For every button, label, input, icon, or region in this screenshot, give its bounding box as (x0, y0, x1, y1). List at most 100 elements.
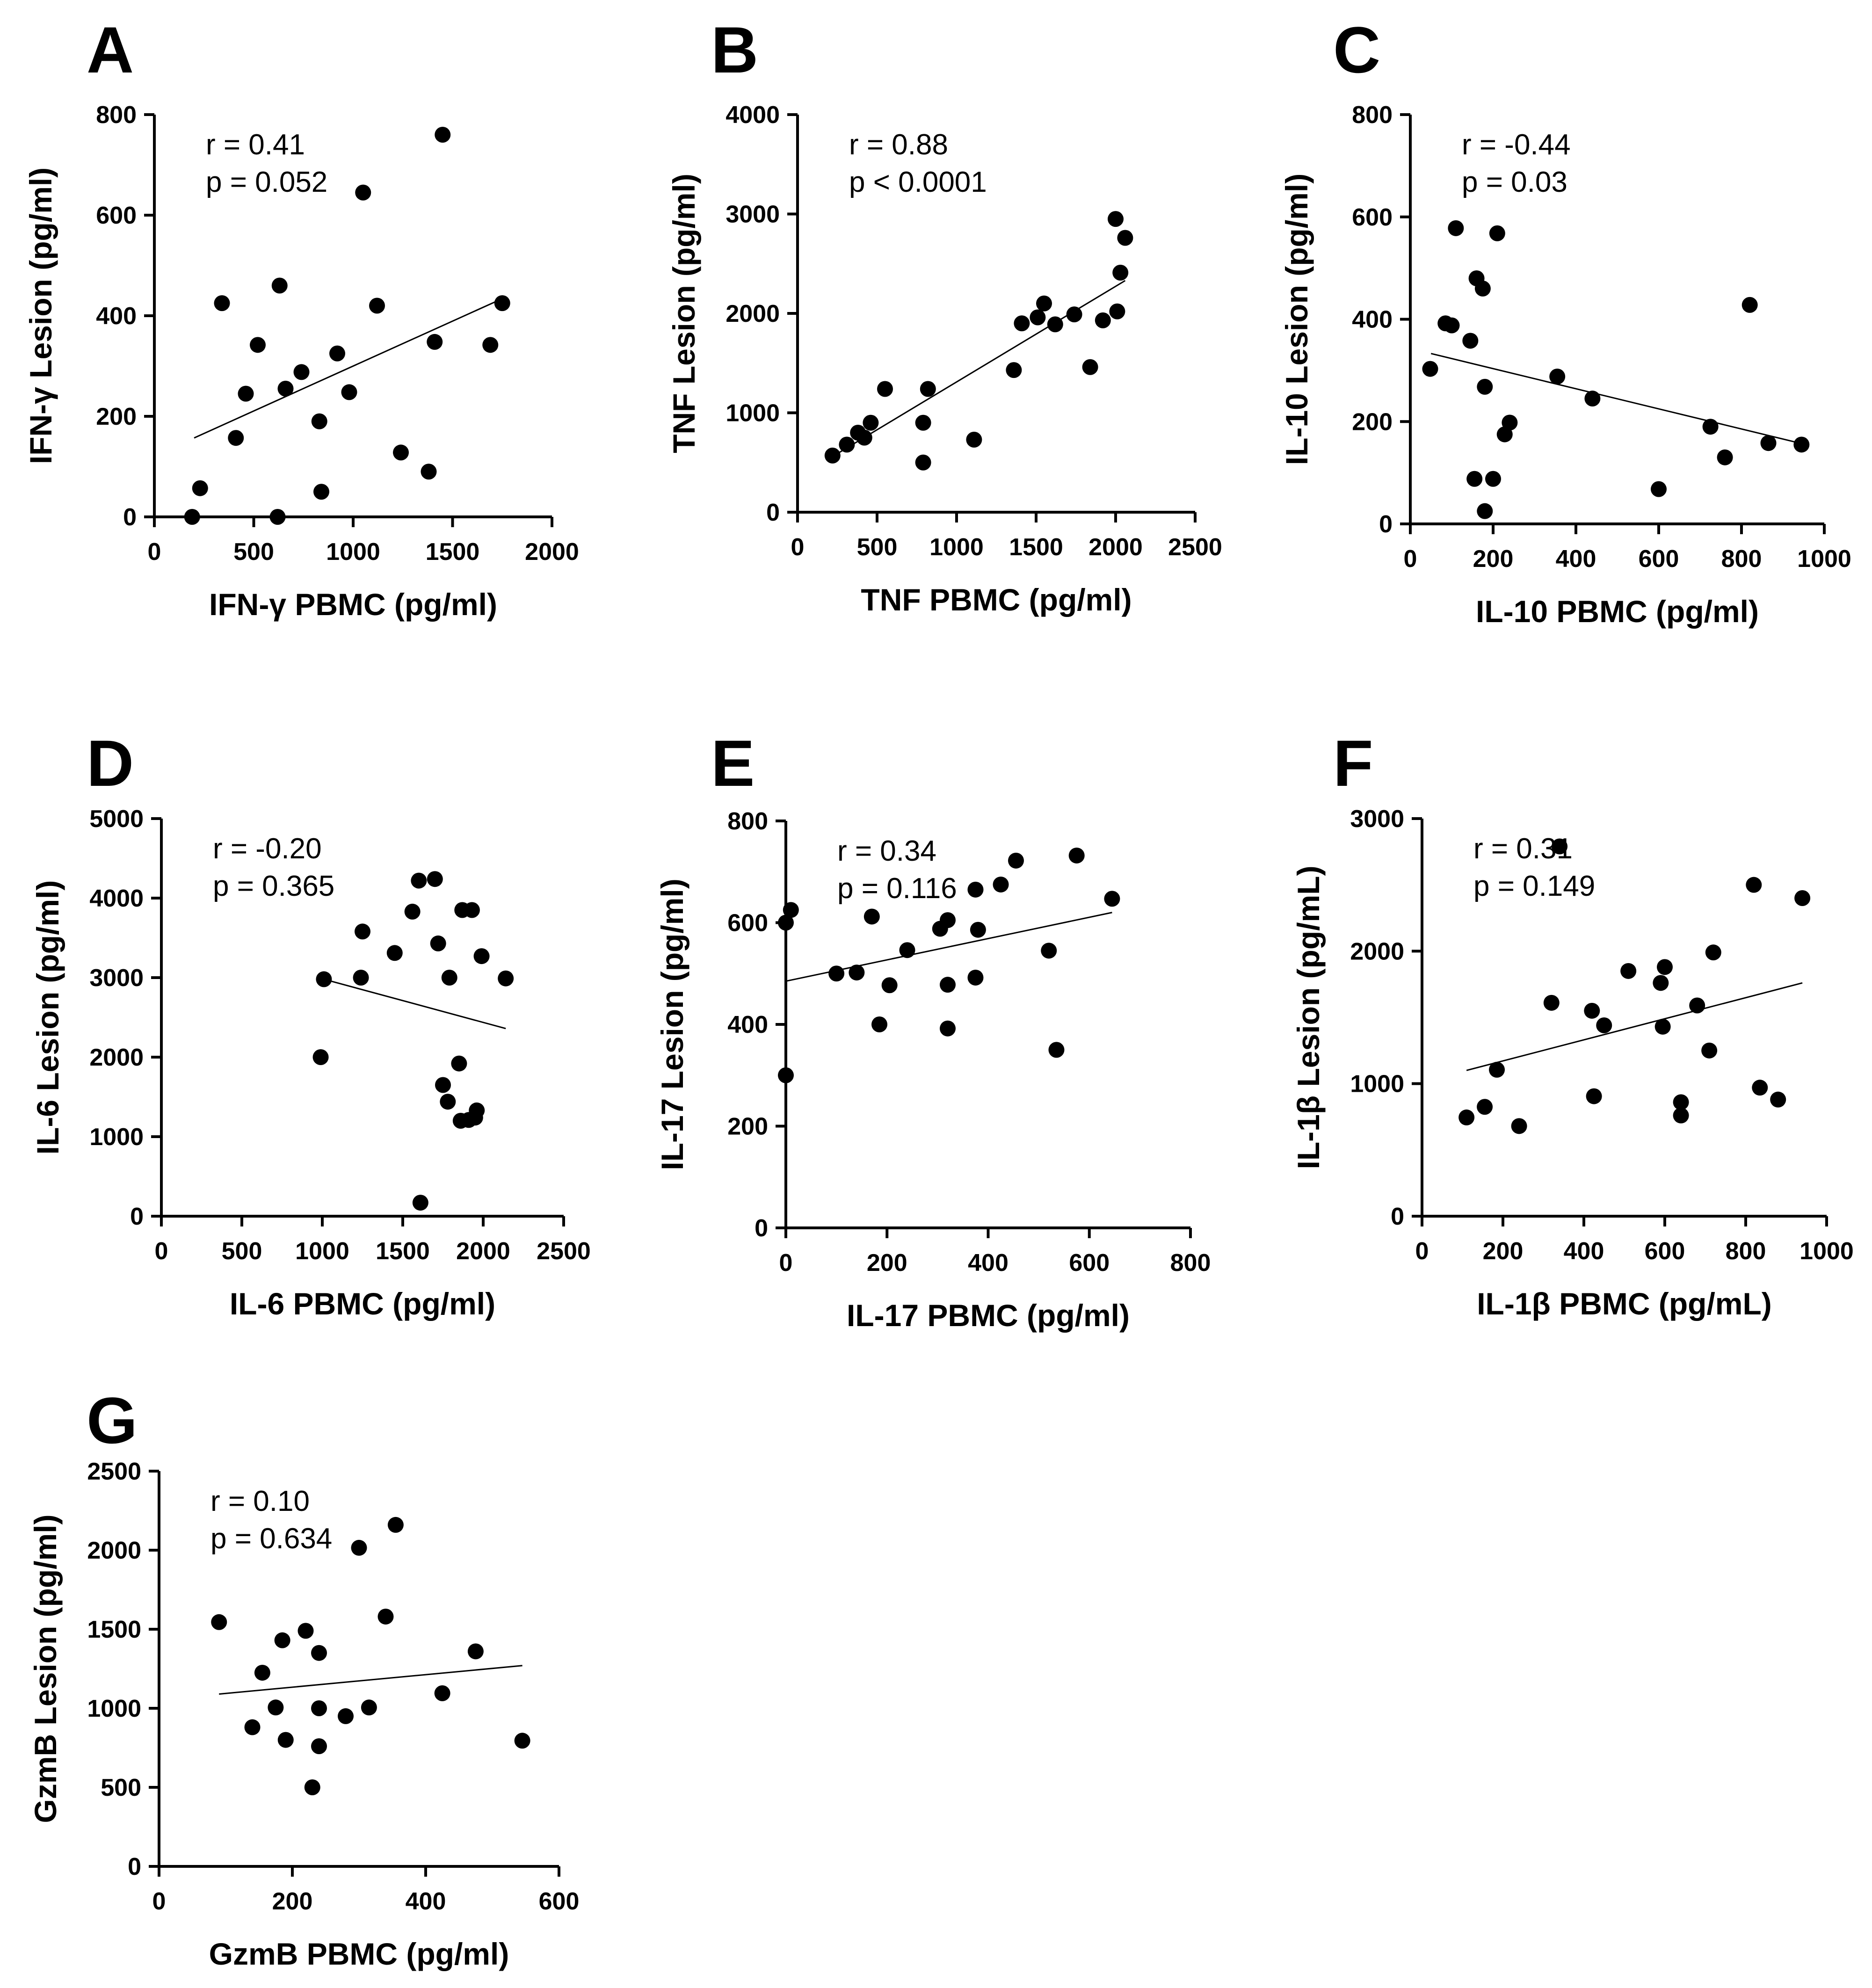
data-point-e (863, 908, 880, 925)
data-point-b (856, 429, 872, 446)
y-axis-title-e: IL-17 Lesion (pg/ml) (655, 878, 689, 1170)
data-point-d (498, 970, 514, 987)
data-point-b (920, 381, 936, 397)
panel-letter-a: A (87, 13, 134, 87)
x-tick-label-a: 0 (148, 538, 161, 566)
data-point-e (993, 876, 1009, 892)
data-point-b (1108, 211, 1124, 227)
x-tick-label-e: 800 (1170, 1249, 1211, 1277)
data-point-d (441, 970, 457, 986)
x-tick-label-c: 400 (1556, 545, 1596, 573)
data-point-f (1489, 1061, 1505, 1078)
x-tick-label-f: 1000 (1799, 1238, 1854, 1265)
data-point-f (1552, 838, 1568, 855)
y-tick-label-d: 3000 (89, 965, 144, 992)
regression-line-c (1430, 353, 1800, 444)
data-point-c (1702, 419, 1719, 435)
data-point-e (849, 965, 865, 981)
data-point-c (1485, 471, 1501, 487)
data-point-g (387, 1516, 404, 1533)
x-axis-title-e: IL-17 PBMC (pg/ml) (847, 1298, 1130, 1333)
data-point-a (293, 364, 310, 380)
data-point-b (824, 447, 841, 464)
y-tick-label-f: 1000 (1350, 1071, 1404, 1098)
data-point-d (411, 872, 427, 889)
y-tick-label-b: 2000 (726, 300, 780, 327)
y-tick-label-g: 2500 (87, 1458, 141, 1485)
p-value-e: p = 0.116 (837, 872, 957, 905)
y-tick-label-e: 200 (727, 1113, 768, 1140)
data-point-g (377, 1608, 394, 1625)
data-point-b (877, 381, 893, 397)
x-tick-label-f: 200 (1483, 1238, 1524, 1265)
y-axis-title-a: IFN-γ Lesion (pg/ml) (23, 167, 58, 464)
data-point-g (514, 1733, 530, 1749)
data-point-b (1030, 309, 1046, 326)
data-point-a (393, 444, 409, 461)
data-point-b (1112, 264, 1129, 281)
regression-line-f (1466, 982, 1803, 1071)
data-point-d (353, 970, 369, 986)
data-point-e (940, 1020, 956, 1037)
data-point-f (1511, 1118, 1527, 1134)
x-tick-label-b: 500 (857, 534, 898, 561)
x-tick-label-d: 500 (222, 1238, 262, 1265)
x-tick-label-d: 0 (155, 1238, 168, 1265)
data-point-f (1705, 944, 1721, 961)
data-point-e (967, 969, 984, 986)
x-tick-label-a: 1500 (426, 538, 480, 566)
y-axis-title-c: IL-10 Lesion (pg/ml) (1279, 174, 1314, 465)
y-tick-label-a: 0 (123, 504, 137, 531)
data-point-a (228, 430, 244, 446)
x-tick-label-c: 600 (1639, 545, 1679, 573)
y-tick-label-c: 400 (1352, 306, 1393, 334)
p-value-g: p = 0.634 (210, 1523, 332, 1555)
data-point-c (1651, 481, 1667, 497)
x-axis-title-g: GzmB PBMC (pg/ml) (209, 1937, 509, 1971)
data-point-b (1014, 315, 1030, 332)
x-tick-label-e: 600 (1069, 1249, 1110, 1277)
data-point-f (1596, 1017, 1612, 1033)
data-point-b (966, 431, 982, 448)
data-point-a (482, 337, 499, 353)
data-point-a (311, 413, 327, 429)
data-point-b (915, 454, 931, 471)
x-tick-label-g: 0 (152, 1888, 166, 1915)
data-point-a (192, 480, 208, 496)
p-value-c: p = 0.03 (1462, 166, 1567, 198)
panel-d: D 0 500 1000 1500 2000 2500 0 1000 2000 3000 4000 5… (30, 726, 591, 1321)
data-point-b (1117, 230, 1133, 246)
data-point-g (277, 1732, 294, 1748)
data-point-d (451, 1055, 467, 1072)
y-axis-title-b: TNF Lesion (pg/ml) (667, 174, 701, 453)
data-point-b (1047, 316, 1063, 333)
data-point-b (1095, 312, 1111, 328)
y-tick-label-b: 0 (766, 499, 780, 526)
data-point-a (184, 509, 200, 525)
data-point-f (1657, 959, 1673, 975)
panel-letter-c: C (1333, 13, 1380, 87)
data-point-c (1422, 361, 1438, 377)
panel-letter-b: B (711, 13, 758, 87)
data-point-d (386, 945, 403, 961)
y-tick-label-e: 800 (727, 808, 768, 835)
data-point-f (1477, 1099, 1493, 1115)
data-point-a (277, 380, 294, 397)
y-axis-title-f: IL-1β Lesion (pg/mL) (1291, 866, 1326, 1169)
data-point-c (1584, 391, 1601, 407)
x-tick-label-d: 2000 (456, 1238, 510, 1265)
data-point-d (412, 1195, 428, 1211)
data-point-g (254, 1664, 270, 1681)
y-tick-label-g: 1500 (87, 1616, 141, 1643)
data-point-f (1701, 1042, 1718, 1059)
data-point-c (1477, 503, 1493, 519)
x-tick-label-f: 800 (1726, 1238, 1766, 1265)
data-point-f (1689, 997, 1705, 1014)
data-point-a (214, 295, 230, 312)
data-point-g (434, 1685, 450, 1701)
panel-g: G 0 200 400 600 0 500 1000 1500 2000 2500 GzmB PBM… (28, 1384, 579, 1971)
data-point-e (1068, 847, 1085, 863)
y-tick-label-d: 4000 (89, 885, 144, 912)
data-point-c (1793, 436, 1810, 453)
data-point-e (940, 977, 956, 993)
